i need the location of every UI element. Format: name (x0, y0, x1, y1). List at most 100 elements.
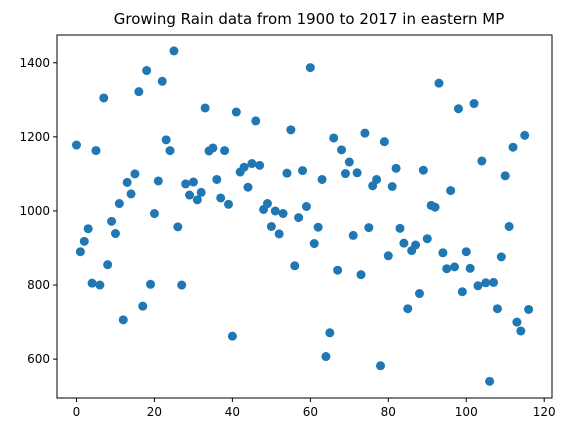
data-point (337, 145, 347, 155)
data-point (344, 157, 354, 167)
data-point (251, 116, 261, 126)
data-point (395, 223, 405, 233)
data-point (422, 234, 432, 244)
data-point (282, 168, 292, 178)
data-point (181, 179, 191, 189)
data-point (262, 199, 272, 209)
data-point (138, 301, 148, 311)
data-point (99, 93, 109, 103)
data-point (434, 78, 444, 88)
data-point (110, 229, 120, 239)
data-point (286, 125, 296, 135)
data-point (200, 103, 210, 113)
data-point (177, 280, 187, 290)
data-point (169, 46, 179, 56)
data-point (71, 140, 81, 150)
x-tick-label: 100 (455, 405, 478, 419)
data-point (208, 143, 218, 153)
data-point (340, 169, 350, 179)
data-point (294, 213, 304, 223)
data-point (212, 174, 222, 184)
data-point (298, 166, 308, 176)
x-tick-label: 40 (225, 405, 240, 419)
data-point (430, 202, 440, 212)
data-point (196, 187, 206, 197)
data-point (485, 376, 495, 386)
data-point (301, 202, 311, 211)
data-point (329, 133, 339, 143)
data-point (192, 195, 202, 205)
data-point (274, 229, 284, 239)
data-point (216, 193, 226, 203)
data-point (134, 87, 144, 97)
data-point (356, 270, 366, 280)
data-point (87, 278, 97, 288)
y-axis: 600 800 1000 1200 1400 (19, 56, 57, 366)
data-point (220, 146, 230, 156)
data-point (317, 174, 327, 184)
data-point (130, 169, 140, 179)
x-tick-label: 20 (147, 405, 162, 419)
data-point (418, 165, 428, 175)
data-point (83, 224, 93, 234)
data-point (360, 128, 370, 138)
data-point (224, 199, 233, 209)
data-point (122, 177, 132, 187)
data-point (185, 190, 195, 200)
x-tick-label: 60 (303, 405, 318, 419)
data-point (79, 236, 89, 246)
data-point (500, 171, 510, 181)
data-point (313, 222, 323, 232)
data-point (75, 247, 85, 257)
data-point (512, 317, 522, 327)
data-point (107, 216, 117, 226)
data-point (376, 361, 385, 371)
data-point (352, 168, 362, 178)
x-tick-label: 0 (73, 405, 81, 419)
data-point (231, 107, 241, 117)
data-point (477, 156, 487, 166)
data-point (142, 66, 152, 76)
data-point (473, 281, 483, 291)
y-tick-label: 800 (27, 278, 50, 292)
data-point (103, 260, 113, 270)
data-point (270, 206, 280, 216)
chart-title: Growing Rain data from 1900 to 2017 in e… (114, 10, 505, 28)
data-point (414, 289, 424, 299)
y-tick-label: 1000 (19, 204, 50, 218)
data-point (188, 177, 198, 187)
data-point (364, 223, 374, 233)
data-point (278, 209, 288, 219)
data-point (305, 63, 315, 73)
data-point (524, 304, 534, 314)
data-point (508, 142, 518, 152)
data-point (438, 248, 448, 258)
data-point (383, 251, 393, 261)
data-point (239, 162, 249, 172)
data-point (146, 279, 156, 289)
data-point (453, 104, 463, 114)
data-point (492, 304, 502, 314)
data-point (387, 182, 397, 191)
data-point (379, 137, 389, 147)
data-point (489, 277, 499, 287)
data-point (520, 130, 530, 140)
data-point (461, 247, 471, 257)
data-point (411, 240, 421, 250)
data-point (114, 199, 124, 209)
data-point (290, 261, 300, 271)
x-tick-label: 80 (381, 405, 396, 419)
data-point (157, 76, 167, 86)
data-point (496, 252, 506, 262)
data-point (481, 278, 491, 288)
data-point (442, 264, 452, 274)
data-point (348, 230, 358, 240)
data-point (173, 222, 183, 232)
data-point (465, 263, 475, 273)
x-axis: 0 20 40 60 80 100 120 (73, 398, 556, 419)
x-tick-label: 120 (533, 405, 556, 419)
data-point (243, 182, 253, 192)
data-point (403, 304, 413, 314)
data-point (457, 287, 467, 297)
